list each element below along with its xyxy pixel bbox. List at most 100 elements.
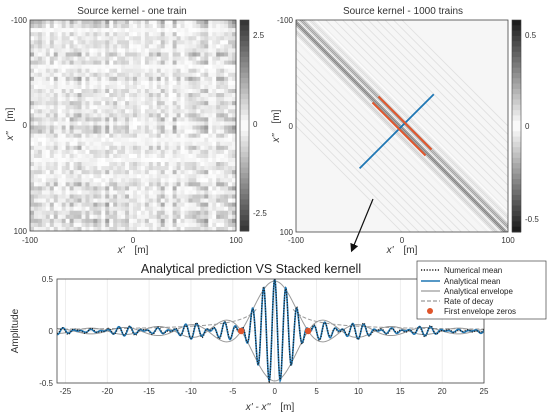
heatmap-cell (140, 32, 146, 37)
heatmap-cell (133, 28, 138, 33)
heatmap-cell (41, 28, 47, 33)
heatmap-cell (129, 129, 134, 134)
heatmap-cell (97, 101, 102, 106)
heatmap-cell (37, 145, 43, 151)
heatmap-cell (125, 145, 130, 151)
heatmap-cell (232, 149, 237, 155)
heatmap-cell (212, 218, 217, 224)
heatmap-cell (164, 109, 169, 114)
heatmap-cell (121, 210, 126, 216)
heatmap-cell (89, 178, 94, 183)
heatmap-cell (85, 178, 90, 183)
heatmap-cell (121, 48, 126, 53)
heatmap-cell (160, 178, 165, 183)
heatmap-cell (224, 214, 229, 220)
heatmap-cell (224, 141, 229, 147)
heatmap-cell (45, 194, 51, 199)
heatmap-cell (152, 170, 158, 175)
heatmap-cell (184, 36, 189, 41)
heatmap-cell (180, 93, 185, 98)
heatmap-cell (212, 186, 217, 191)
heatmap-cell (81, 133, 86, 138)
heatmap-cell (73, 40, 78, 45)
heatmap-cell (220, 174, 225, 179)
heatmap-cell (136, 178, 142, 183)
heatmap-cell (192, 64, 197, 69)
heatmap-cell (69, 88, 74, 94)
heatmap-cell (220, 117, 225, 122)
heatmap-cell (156, 48, 162, 53)
panel1-ytick-bottom: 100 (14, 227, 28, 236)
heatmap-cell (97, 24, 102, 29)
heatmap-cell (152, 93, 158, 98)
heatmap-cell (216, 72, 221, 78)
heatmap-cell (176, 68, 181, 74)
colorbar-step (240, 125, 249, 132)
heatmap-cell (113, 40, 118, 45)
heatmap-cell (41, 222, 47, 228)
heatmap-cell (89, 36, 94, 41)
heatmap-cell (164, 40, 169, 45)
heatmap-cell (228, 186, 233, 191)
heatmap-cell (109, 166, 114, 171)
heatmap-cell (180, 133, 185, 138)
heatmap-cell (196, 121, 201, 126)
colorbar-step (512, 179, 521, 185)
heatmap-cell (160, 202, 165, 207)
heatmap-cell (97, 36, 102, 41)
heatmap-cell (121, 76, 126, 82)
heatmap-cell (113, 24, 118, 29)
heatmap-cell (140, 198, 146, 203)
heatmap-cell (69, 137, 74, 143)
heatmap-ridge (367, 20, 508, 161)
heatmap-cell (97, 186, 102, 191)
heatmap-cell (109, 56, 114, 61)
heatmap-cell (188, 174, 193, 179)
heatmap-cell (164, 84, 169, 90)
heatmap-cell (148, 178, 154, 183)
heatmap-cell (216, 166, 221, 171)
heatmap-cell (105, 222, 110, 228)
heatmap-cell (109, 64, 114, 69)
heatmap-cell (97, 206, 102, 212)
heatmap-cell (37, 178, 43, 183)
heatmap-cell (208, 174, 213, 179)
heatmap-cell (53, 72, 59, 78)
heatmap-cell (69, 190, 74, 195)
heatmap-cell (105, 20, 110, 25)
heatmap-cell (232, 64, 237, 69)
heatmap-cell (65, 153, 70, 159)
heatmap-cell (144, 174, 150, 179)
heatmap-cell (168, 166, 173, 171)
heatmap-cell (85, 186, 90, 191)
legend-item-zeros: First envelope zeros (444, 307, 516, 316)
heatmap-cell (89, 56, 94, 61)
heatmap-cell (121, 194, 126, 199)
heatmap-cell (168, 93, 173, 98)
heatmap-cell (184, 125, 189, 130)
heatmap-cell (184, 182, 189, 187)
heatmap-cell (216, 129, 221, 134)
panel2-ytick-bottom: 100 (280, 228, 294, 237)
heatmap-cell (224, 44, 229, 49)
heatmap-cell (200, 218, 205, 224)
heatmap-cell (101, 88, 106, 94)
heatmap-cell (204, 141, 209, 147)
heatmap-cell (117, 153, 122, 159)
heatmap-cell (109, 52, 114, 57)
heatmap-cell (65, 28, 70, 33)
heatmap-cell (192, 174, 197, 179)
heatmap-cell (97, 117, 102, 122)
heatmap-cell (73, 97, 78, 102)
heatmap-cell (109, 113, 114, 118)
heatmap-cell (49, 157, 55, 163)
heatmap-cell (33, 28, 39, 33)
heatmap-cell (97, 198, 102, 203)
heatmap-cell (220, 218, 225, 224)
heatmap-cell (148, 186, 154, 191)
heatmap-cell (188, 206, 193, 212)
colorbar-step (512, 152, 521, 159)
heatmap-cell (65, 145, 70, 151)
heatmap-cell (152, 194, 158, 199)
heatmap-cell (109, 174, 114, 179)
